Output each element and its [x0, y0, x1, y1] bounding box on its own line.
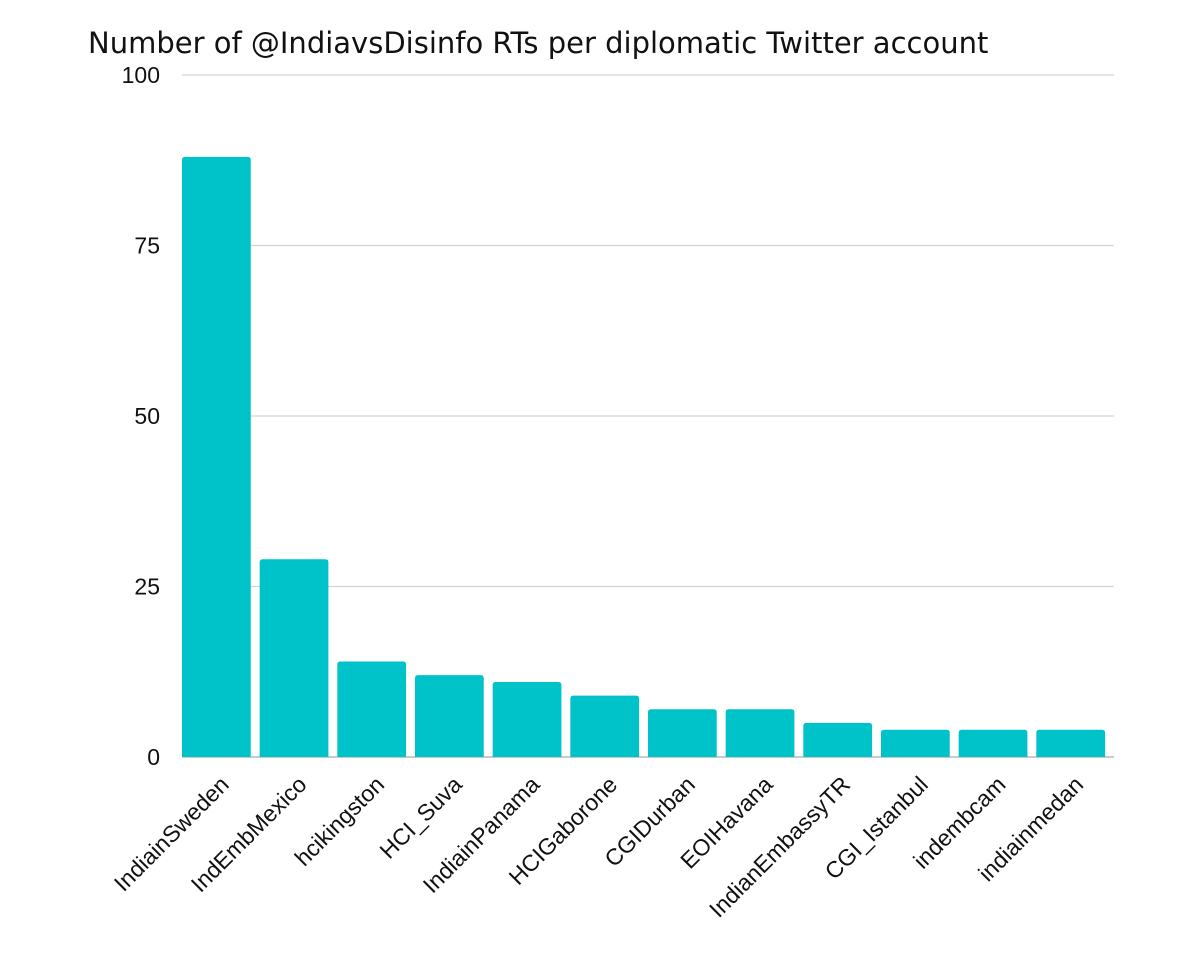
bar-indiainmedan	[1036, 729, 1106, 757]
y-tick-label-100: 100	[122, 62, 160, 88]
bar-IndEmbMexico	[259, 559, 329, 757]
chart-title: Number of @IndiavsDisinfo RTs per diplom…	[88, 26, 988, 60]
bar-hcikingston	[337, 661, 407, 757]
bar-indembcam	[958, 729, 1028, 757]
x-axis-tick-labels: IndiainSwedenIndEmbMexicohcikingstonHCI_…	[109, 771, 1088, 922]
y-tick-label-25: 25	[134, 574, 160, 600]
bars	[182, 156, 1106, 758]
bar-IndiainSweden	[182, 156, 251, 758]
bar-HCI_Suva	[415, 675, 484, 757]
bar-HCIGaborone	[570, 695, 640, 757]
bar-IndianEmbassyTR	[803, 722, 873, 757]
y-tick-label-0: 0	[147, 744, 160, 770]
y-tick-label-75: 75	[134, 233, 160, 259]
y-axis-tick-labels: 0 25 50 75 100	[122, 62, 160, 770]
x-tick-label-IndianEmbassyTR: IndianEmbassyTR	[704, 771, 855, 922]
bar-CGIDurban	[648, 709, 717, 757]
bar-EOIHavana	[725, 709, 795, 757]
bar-CGI_Istanbul	[881, 729, 950, 757]
y-tick-label-50: 50	[134, 403, 160, 429]
bar-IndiainPanama	[492, 681, 562, 757]
